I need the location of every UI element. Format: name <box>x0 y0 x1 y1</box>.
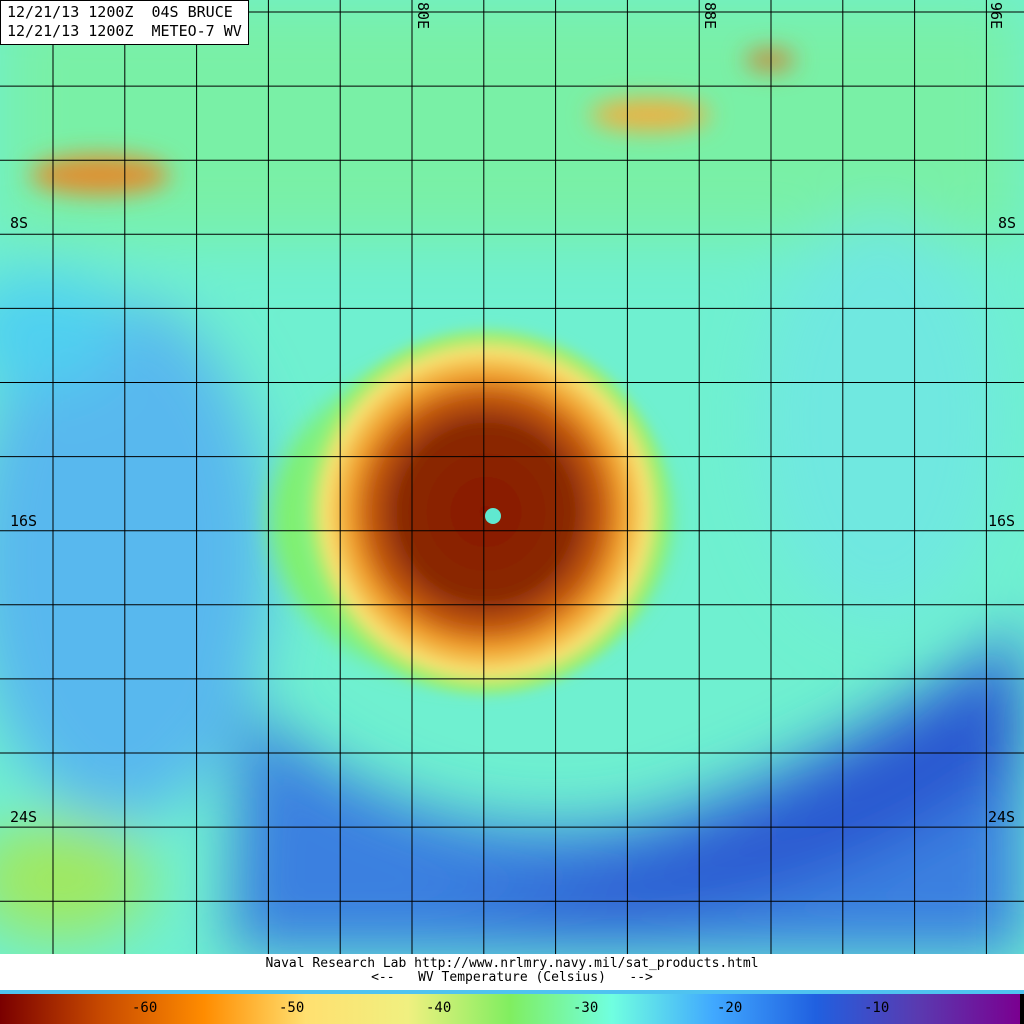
imagery-strip <box>0 990 1024 994</box>
colorbar-tick: -10 <box>864 1000 890 1016</box>
colorbar-tick: -50 <box>279 1000 305 1016</box>
lat-lon-grid <box>0 0 1024 954</box>
legend-title: <-- WV Temperature (Celsius) --> <box>371 970 653 985</box>
lon-label-88e: 88E <box>701 2 719 30</box>
lon-label-80e: 80E <box>414 2 432 30</box>
colorbar-tick: -20 <box>717 1000 743 1016</box>
lat-label-24s-left: 24S <box>10 808 38 826</box>
lon-label-96e: 96E <box>987 2 1005 30</box>
image-title-box: 12/21/13 1200Z 04S BRUCE 12/21/13 1200Z M… <box>0 0 249 45</box>
colorbar-tick: -60 <box>132 1000 158 1016</box>
lat-label-16s-right: 16S <box>988 512 1016 530</box>
sensor-title: 12/21/13 1200Z METEO-7 WV <box>7 22 242 40</box>
footer-caption: Naval Research Lab http://www.nrlmry.nav… <box>0 954 1024 990</box>
lat-label-8s-right: 8S <box>998 214 1017 232</box>
credit-text: Naval Research Lab http://www.nrlmry.nav… <box>265 956 759 971</box>
temperature-colorbar: -60 -50 -40 -30 -20 -10 <box>0 994 1020 1024</box>
lat-label-16s-left: 16S <box>10 512 38 530</box>
lat-label-24s-right: 24S <box>988 808 1016 826</box>
storm-title: 12/21/13 1200Z 04S BRUCE <box>7 3 233 21</box>
colorbar-tick: -30 <box>573 1000 599 1016</box>
lat-label-8s-left: 8S <box>10 214 29 232</box>
colorbar-tick: -40 <box>426 1000 452 1016</box>
water-vapor-imagery <box>0 0 1024 954</box>
